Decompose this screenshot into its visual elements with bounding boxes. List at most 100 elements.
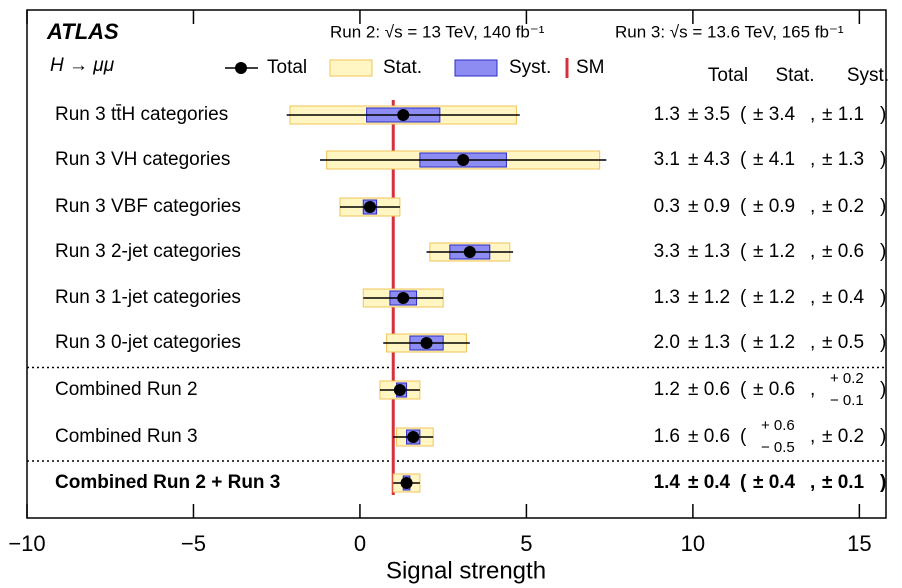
punctuation: ( — [740, 426, 747, 447]
central-value-label: 3.3 — [654, 241, 680, 262]
punctuation: , — [810, 379, 815, 400]
punctuation: ) — [880, 332, 886, 353]
error-label: ± 1.1 — [822, 104, 864, 125]
punctuation: ) — [880, 196, 886, 217]
central-value-dot — [393, 384, 406, 396]
x-tick-label: 15 — [847, 531, 871, 556]
row-label: Run 3 tt̄H categories — [55, 104, 228, 125]
experiment-label: ATLAS — [46, 19, 119, 44]
error-label: ± 1.2 — [753, 287, 795, 308]
error-label: ± 1.2 — [753, 332, 795, 353]
run2-label: Run 2: √s = 13 TeV, 140 fb⁻¹ — [330, 22, 545, 41]
punctuation: ) — [880, 241, 886, 262]
central-value-label: 2.0 — [654, 332, 680, 353]
x-tick-label: 10 — [681, 531, 705, 556]
error-label: ± 0.1 — [822, 472, 865, 493]
punctuation: ) — [880, 379, 886, 400]
error-label: ± 0.4 — [688, 472, 731, 493]
central-value-dot — [397, 109, 410, 121]
punctuation: ( — [740, 241, 747, 262]
punctuation: ( — [740, 287, 747, 308]
punctuation: , — [810, 196, 815, 217]
central-value-label: 0.3 — [654, 196, 680, 217]
error-label-up: + 0.2 — [830, 370, 864, 387]
row-label: Run 3 0-jet categories — [55, 332, 241, 353]
x-tick-label: 0 — [354, 531, 366, 556]
punctuation: ) — [880, 426, 886, 447]
column-header: Total — [708, 65, 748, 86]
central-value-label: 1.3 — [654, 104, 680, 125]
process-label: H → μμ — [50, 55, 115, 76]
error-label-up: + 0.6 — [761, 417, 795, 434]
punctuation: ( — [740, 196, 747, 217]
punctuation: ) — [880, 287, 886, 308]
error-label-down: − 0.1 — [830, 392, 864, 409]
run3-label: Run 3: √s = 13.6 TeV, 165 fb⁻¹ — [615, 22, 844, 41]
punctuation: ) — [880, 104, 886, 125]
error-label: ± 3.5 — [688, 104, 730, 125]
legend-label: SM — [576, 57, 605, 78]
central-value-label: 1.4 — [654, 472, 681, 493]
error-label: ± 0.6 — [753, 379, 795, 400]
error-label: ± 1.3 — [822, 149, 864, 170]
central-value-dot — [397, 292, 410, 304]
punctuation: , — [810, 149, 815, 170]
error-label: ± 4.3 — [688, 149, 730, 170]
punctuation: , — [810, 241, 815, 262]
punctuation: , — [810, 104, 815, 125]
error-label: ± 0.6 — [688, 379, 730, 400]
plot-frame — [26, 9, 887, 519]
row-label: Run 3 VH categories — [55, 149, 230, 170]
error-label: ± 1.2 — [753, 241, 795, 262]
error-label: ± 3.4 — [753, 104, 796, 125]
punctuation: ( — [740, 104, 747, 125]
legend-syst-box — [454, 59, 498, 77]
error-label: ± 4.1 — [753, 149, 795, 170]
central-value-dot — [400, 477, 413, 489]
row-label: Combined Run 2 — [55, 379, 198, 400]
x-tick-label: 5 — [520, 531, 532, 556]
error-label: ± 1.2 — [688, 287, 730, 308]
legend-label: Stat. — [383, 57, 422, 78]
punctuation: ( — [740, 472, 747, 493]
punctuation: ( — [740, 149, 747, 170]
error-label: ± 0.6 — [688, 426, 730, 447]
column-header: Syst. — [847, 65, 889, 86]
row-label: Run 3 2-jet categories — [55, 241, 241, 262]
error-label: ± 0.6 — [822, 241, 864, 262]
punctuation: ( — [740, 379, 747, 400]
punctuation: , — [810, 332, 815, 353]
error-label-down: − 0.5 — [761, 439, 795, 456]
row-label: Combined Run 3 — [55, 426, 198, 447]
central-value-label: 3.1 — [654, 149, 680, 170]
legend-total-dot — [235, 62, 247, 74]
punctuation: ) — [880, 472, 886, 493]
row-label: Run 3 1-jet categories — [55, 287, 241, 308]
x-tick-label: −10 — [8, 531, 45, 556]
row-label: Combined Run 2 + Run 3 — [55, 472, 280, 493]
legend-label: Total — [267, 57, 307, 78]
error-label: ± 1.3 — [688, 241, 730, 262]
central-value-label: 1.2 — [654, 379, 680, 400]
column-header: Stat. — [775, 65, 814, 86]
x-tick-label: −5 — [181, 531, 206, 556]
legend-stat-box — [329, 59, 373, 77]
error-label: ± 0.9 — [688, 196, 730, 217]
x-axis-label: Signal strength — [386, 557, 546, 584]
error-label: ± 0.4 — [822, 287, 865, 308]
central-value-label: 1.6 — [654, 426, 680, 447]
punctuation: , — [810, 472, 815, 493]
error-label: ± 0.4 — [753, 472, 796, 493]
punctuation: , — [810, 426, 815, 447]
punctuation: ( — [740, 332, 747, 353]
punctuation: ) — [880, 149, 886, 170]
error-label: ± 0.2 — [822, 426, 864, 447]
central-value-dot — [457, 154, 470, 166]
punctuation: , — [810, 287, 815, 308]
legend-label: Syst. — [509, 57, 551, 78]
central-value-dot — [407, 431, 420, 443]
central-value-label: 1.3 — [654, 287, 680, 308]
error-label: ± 0.2 — [822, 196, 864, 217]
error-label: ± 1.3 — [688, 332, 730, 353]
